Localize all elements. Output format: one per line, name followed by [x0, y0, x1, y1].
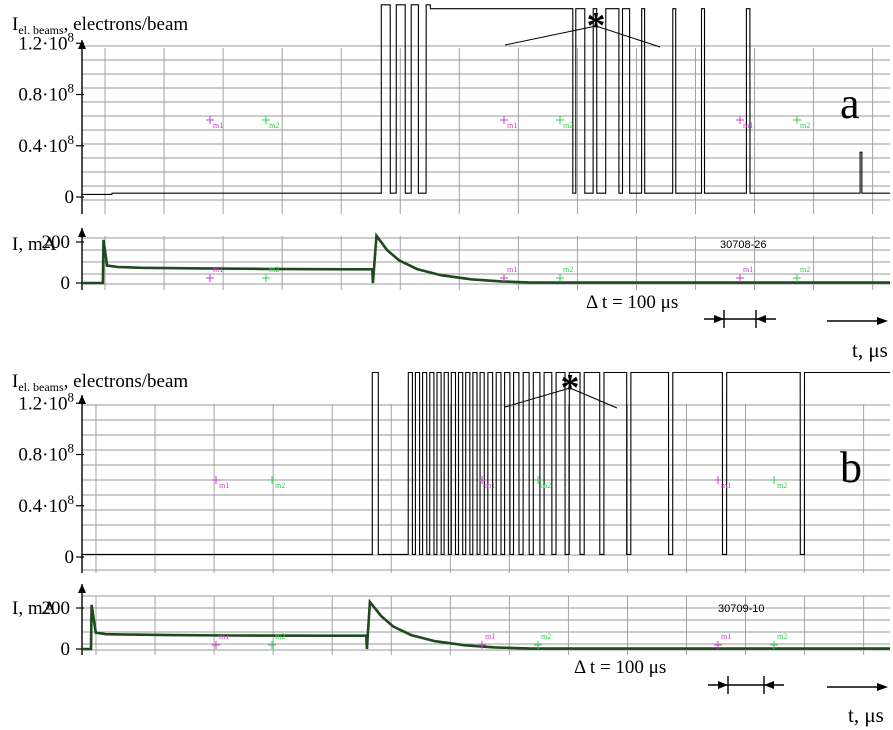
- marker-label: m2: [541, 481, 551, 490]
- y-tick-label: 0.4·108: [18, 132, 74, 157]
- ylabel-rest: , electrons/beam: [64, 14, 189, 35]
- tick-mantissa: 1.2·10: [18, 393, 67, 414]
- marker-label: m1: [721, 481, 731, 490]
- y-tick-label: 0: [61, 273, 71, 294]
- delta-t-arrowhead: [718, 681, 728, 689]
- marker-label: m2: [541, 632, 551, 641]
- marker-label: m1: [213, 121, 223, 130]
- marker-label: m1: [219, 632, 229, 641]
- shot-id: 30709-10: [718, 603, 765, 615]
- tick-exponent: 8: [68, 492, 75, 507]
- tick-mantissa: 0.4·10: [18, 136, 67, 157]
- marker-label: m2: [269, 265, 279, 274]
- marker-label: m1: [485, 632, 495, 641]
- y-axis-arrow: [78, 584, 86, 593]
- delta-t-label: Δ t = 100 μs: [586, 292, 678, 313]
- marker-label: m2: [777, 632, 787, 641]
- marker-label: m2: [563, 265, 573, 274]
- panel-letter: a: [840, 79, 860, 128]
- delta-t-label: Δ t = 100 μs: [574, 657, 666, 678]
- y-tick-label: 0: [61, 639, 71, 660]
- marker-label: m2: [275, 481, 285, 490]
- tick-exponent: 8: [68, 441, 75, 456]
- y-tick-label: 0.8·108: [18, 441, 74, 466]
- series-beam-line: [82, 5, 890, 195]
- y-tick-label: 0: [65, 547, 75, 568]
- y-axis-arrow: [78, 228, 86, 237]
- shot-id: 30708-26: [720, 239, 767, 251]
- x-axis-label: t, μs: [852, 338, 888, 362]
- tick-exponent: 8: [68, 132, 75, 147]
- tick-exponent: 8: [68, 81, 75, 96]
- marker-label: m2: [275, 632, 285, 641]
- tick-mantissa: 0.8·10: [18, 445, 67, 466]
- panel-letter: b: [840, 443, 862, 492]
- marker-label: m1: [219, 481, 229, 490]
- tick-mantissa: 0.4·10: [18, 496, 67, 517]
- y-tick-label: 0.8·108: [18, 81, 74, 106]
- star-pointer: [505, 26, 596, 45]
- ylabel-sub: el. beams: [18, 23, 64, 37]
- ylabel-sub: el. beams: [18, 380, 64, 394]
- marker-label: m1: [721, 632, 731, 641]
- y-axis-label-beam: Iel. beams, electrons/beam: [12, 371, 188, 394]
- marker-label: m2: [800, 121, 810, 130]
- grid: [82, 404, 890, 655]
- marker-label: m1: [743, 121, 753, 130]
- marker-label: m2: [563, 121, 573, 130]
- y-axis-label-current: I, mA: [12, 598, 57, 619]
- grid: [82, 46, 890, 290]
- marker-label: m1: [507, 121, 517, 130]
- marker-label: m1: [213, 265, 223, 274]
- delta-t-arrowhead: [756, 315, 766, 323]
- marker-label: m2: [777, 481, 787, 490]
- time-arrowhead: [877, 317, 888, 325]
- time-arrowhead: [877, 683, 888, 691]
- delta-t-arrowhead: [714, 315, 724, 323]
- tick-mantissa: 0.8·10: [18, 85, 67, 106]
- x-axis-label: t, μs: [848, 703, 884, 727]
- y-tick-label: 0: [65, 187, 75, 208]
- marker-label: m1: [507, 265, 517, 274]
- marker-label: m2: [800, 265, 810, 274]
- delta-t-arrowhead: [764, 681, 774, 689]
- marker-label: m1: [485, 481, 495, 490]
- y-axis-label-current: I, mA: [12, 234, 57, 255]
- series-current-line: [82, 236, 890, 283]
- marker-label: m1: [743, 265, 753, 274]
- y-axis-label-beam: Iel. beams, electrons/beam: [12, 14, 188, 37]
- series-current-line: [82, 602, 890, 649]
- y-tick-label: 0.4·108: [18, 492, 74, 517]
- series-beam-line: [82, 373, 890, 555]
- ylabel-rest: , electrons/beam: [64, 371, 189, 392]
- marker-label: m2: [269, 121, 279, 130]
- y-axis-arrow: [78, 40, 86, 49]
